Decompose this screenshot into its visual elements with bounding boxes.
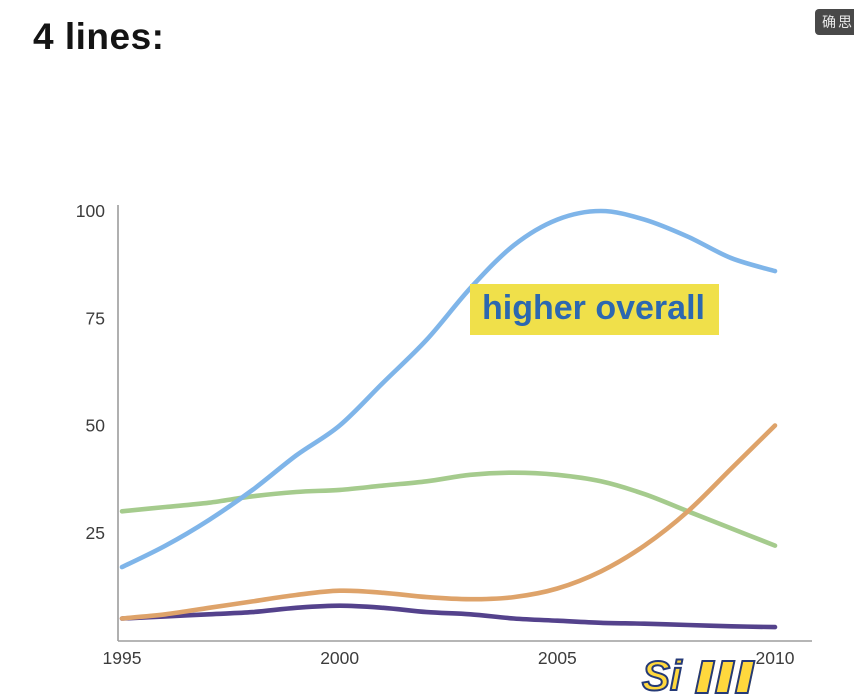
x-tick-label: 2005 <box>538 648 577 668</box>
y-tick-label: 50 <box>86 416 106 436</box>
series-green-line <box>119 470 778 548</box>
series-orange-line <box>119 423 778 621</box>
top-right-watermark: 确思 <box>815 9 854 35</box>
watermark-bar <box>714 660 736 694</box>
bottom-right-watermark: Si <box>641 652 756 699</box>
x-tick-label: 1995 <box>103 648 142 668</box>
annotation-higher-overall: higher overall <box>470 284 719 336</box>
x-tick-label: 2000 <box>320 648 359 668</box>
x-tick-label: 2010 <box>756 648 795 668</box>
page-title: 4 lines: <box>33 16 165 57</box>
y-tick-label: 100 <box>76 201 105 221</box>
watermark-logo-text: Si <box>641 652 683 699</box>
series-purple-line <box>119 603 778 630</box>
series-blue-line <box>119 208 778 570</box>
watermark-bar <box>694 660 716 694</box>
y-tick-label: 25 <box>86 523 105 543</box>
watermark-logo-bars <box>694 660 756 694</box>
y-tick-label: 75 <box>86 308 105 328</box>
slide: { "chart_data": { "type": "line", "title… <box>33 9 854 698</box>
line-chart: 25 50 75 100 1995 2000 2005 2010 <box>76 201 812 668</box>
